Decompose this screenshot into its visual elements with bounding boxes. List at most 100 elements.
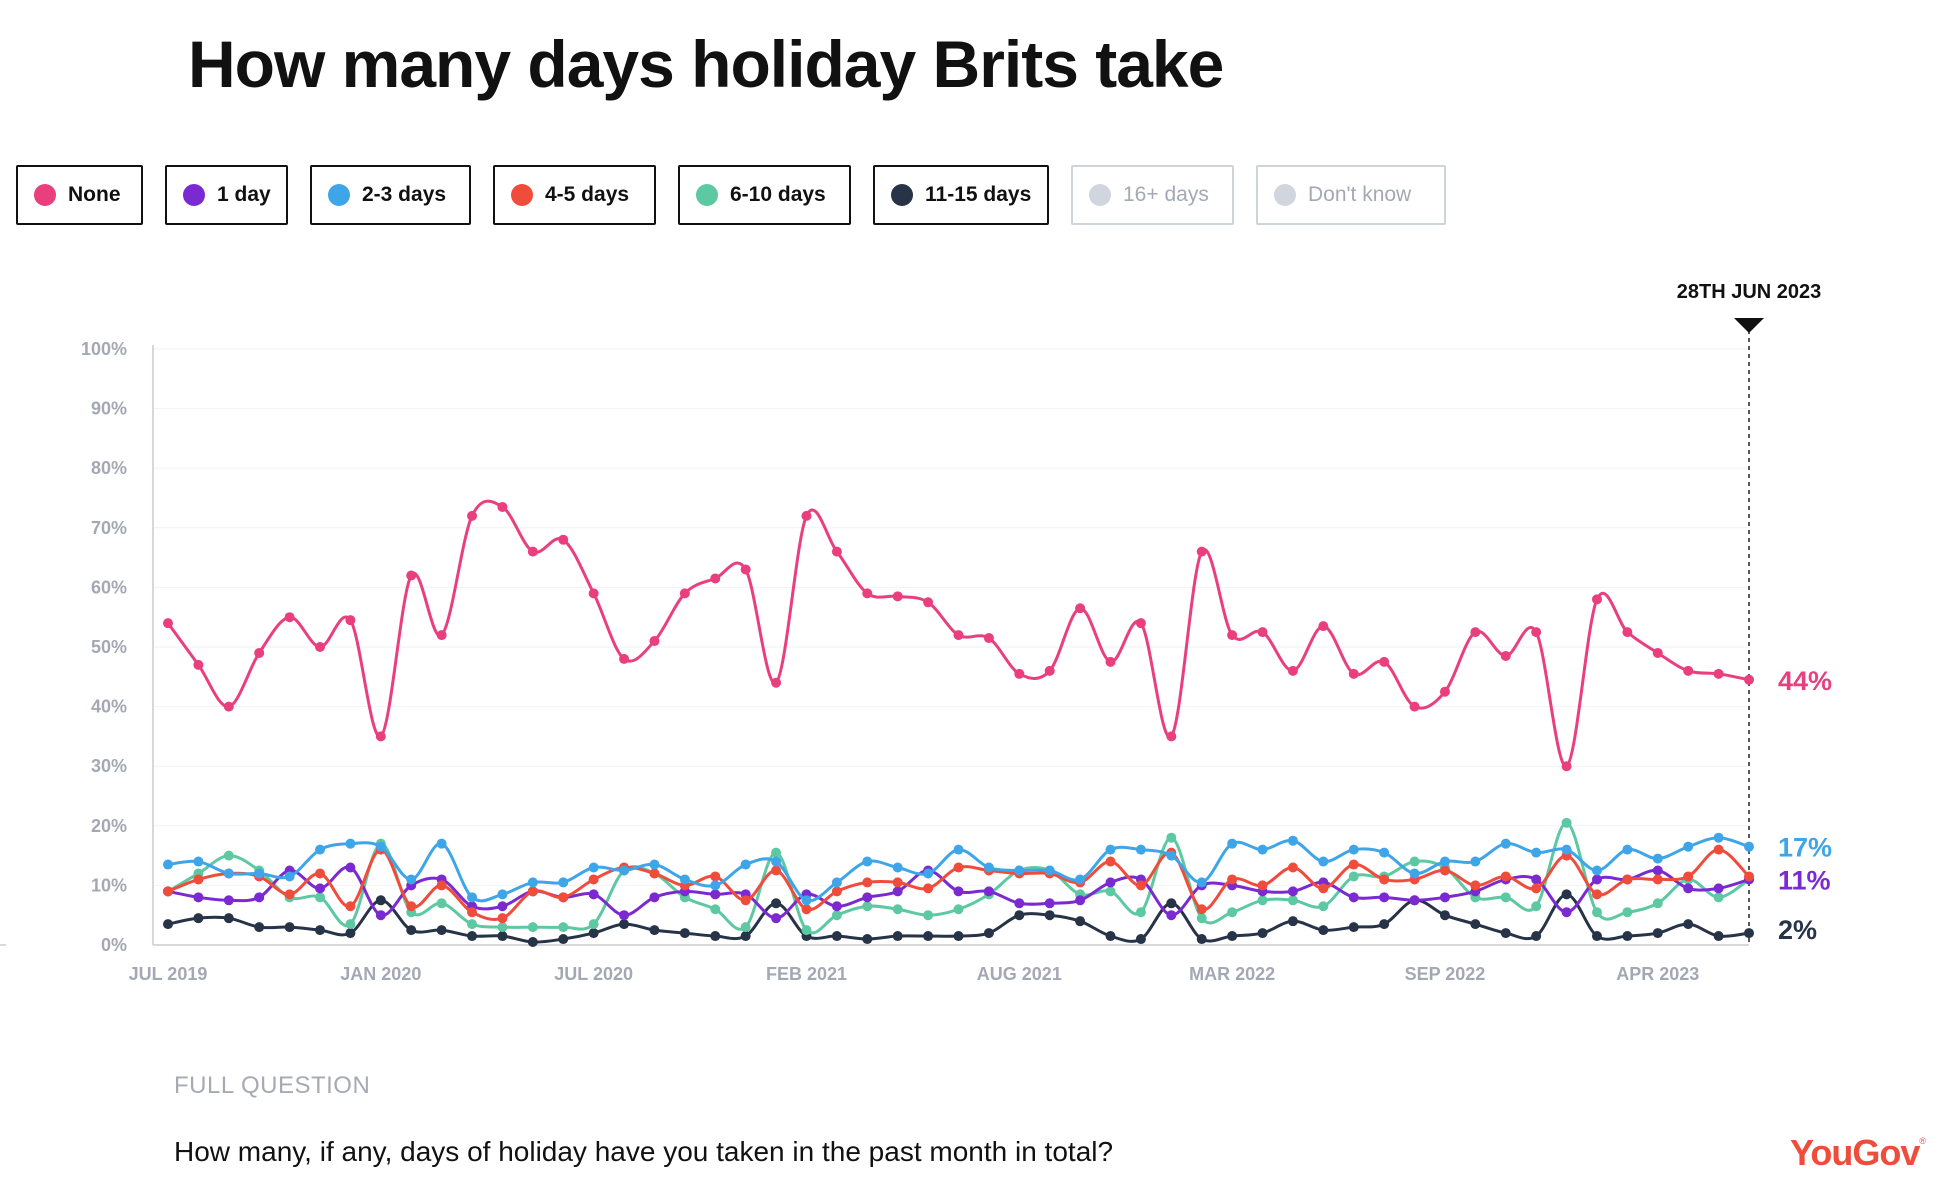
data-point-1-day xyxy=(588,889,599,900)
data-point-2-3-days xyxy=(1591,865,1602,876)
y-tick-label: 80% xyxy=(91,458,127,478)
data-point-2-3-days xyxy=(193,856,204,867)
data-point-none xyxy=(1713,668,1724,679)
data-point-4-5-days xyxy=(406,901,417,912)
data-point-1-day xyxy=(375,910,386,921)
data-point-2-3-days xyxy=(1561,844,1572,855)
data-point-1-day xyxy=(1591,874,1602,885)
data-point-2-3-days xyxy=(679,874,690,885)
data-point-2-3-days xyxy=(1470,856,1481,867)
data-point-1-day xyxy=(892,886,903,897)
data-point-1-day xyxy=(497,901,508,912)
data-point-4-5-days xyxy=(1713,844,1724,855)
legend-item-6-10-days[interactable]: 6-10 days xyxy=(678,165,851,225)
data-point-none xyxy=(1166,731,1177,742)
y-tick-label: 60% xyxy=(91,577,127,597)
data-point-2-3-days xyxy=(1409,868,1420,879)
legend-dot-icon xyxy=(183,184,205,206)
y-tick-label: 30% xyxy=(91,756,127,776)
legend-dot-icon xyxy=(1089,184,1111,206)
data-point-6-10-days xyxy=(1135,907,1146,918)
data-point-4-5-days xyxy=(649,868,660,879)
legend-label: 6-10 days xyxy=(730,183,826,206)
data-point-none xyxy=(771,677,782,688)
data-point-1-day xyxy=(193,892,204,903)
data-point-11-15-days xyxy=(1227,931,1238,942)
data-point-2-3-days xyxy=(1135,844,1146,855)
data-point-2-3-days xyxy=(1196,877,1207,888)
data-point-4-5-days xyxy=(588,874,599,885)
data-point-6-10-days xyxy=(436,898,447,909)
data-point-11-15-days xyxy=(1500,928,1511,939)
data-point-2-3-days xyxy=(619,865,630,876)
data-point-none xyxy=(710,573,721,584)
data-point-11-15-days xyxy=(1196,934,1207,945)
data-point-11-15-days xyxy=(983,928,994,939)
data-point-2-3-days xyxy=(1105,844,1116,855)
data-point-2-3-days xyxy=(1531,847,1542,858)
data-point-none xyxy=(953,630,964,641)
data-point-none xyxy=(193,659,204,670)
legend-item-1-day[interactable]: 1 day xyxy=(165,165,288,225)
data-point-1-day xyxy=(1531,874,1542,885)
data-point-1-day xyxy=(710,889,721,900)
data-point-4-5-days xyxy=(1287,862,1298,873)
data-point-2-3-days xyxy=(1044,865,1055,876)
data-point-none xyxy=(254,647,265,658)
data-point-1-day xyxy=(1652,865,1663,876)
data-point-11-15-days xyxy=(1470,919,1481,930)
data-point-4-5-days xyxy=(710,871,721,882)
legend-item-16-plus-days[interactable]: 16+ days xyxy=(1071,165,1234,225)
data-point-4-5-days xyxy=(1531,883,1542,894)
data-point-11-15-days xyxy=(923,931,934,942)
date-marker-label: 28TH JUN 2023 xyxy=(1677,281,1822,303)
data-point-4-5-days xyxy=(1683,871,1694,882)
data-point-11-15-days xyxy=(771,898,782,909)
y-tick-label: 10% xyxy=(91,875,127,895)
data-point-none xyxy=(1531,627,1542,638)
data-point-none xyxy=(223,701,234,712)
x-tick-label: AUG 2021 xyxy=(977,964,1062,984)
chart-title: How many days holiday Brits take xyxy=(188,27,1224,101)
data-point-11-15-days xyxy=(1044,910,1055,921)
data-point-6-10-days xyxy=(831,910,842,921)
legend-label: None xyxy=(68,183,121,206)
data-point-6-10-days xyxy=(1196,913,1207,924)
data-point-1-day xyxy=(1409,895,1420,906)
data-point-1-day xyxy=(771,913,782,924)
data-point-1-day xyxy=(1713,883,1724,894)
data-point-11-15-days xyxy=(710,931,721,942)
data-point-none xyxy=(801,510,812,521)
y-tick-label: 50% xyxy=(91,637,127,657)
data-point-none xyxy=(1652,647,1663,658)
data-point-4-5-days xyxy=(1591,889,1602,900)
data-point-2-3-days xyxy=(771,856,782,867)
legend-item-4-5-days[interactable]: 4-5 days xyxy=(493,165,656,225)
data-point-none xyxy=(1683,665,1694,676)
legend-item-none[interactable]: None xyxy=(16,165,143,225)
data-point-4-5-days xyxy=(923,883,934,894)
data-point-6-10-days xyxy=(315,892,326,903)
legend-item-11-15-days[interactable]: 11-15 days xyxy=(873,165,1049,225)
data-point-11-15-days xyxy=(1257,928,1268,939)
data-point-6-10-days xyxy=(801,925,812,936)
data-point-6-10-days xyxy=(1257,895,1268,906)
data-point-1-day xyxy=(1287,886,1298,897)
data-point-none xyxy=(1014,668,1025,679)
legend-item-2-3-days[interactable]: 2-3 days xyxy=(310,165,471,225)
legend-item-dont-know[interactable]: Don't know xyxy=(1256,165,1446,225)
data-point-2-3-days xyxy=(1379,847,1390,858)
data-point-11-15-days xyxy=(163,919,173,930)
data-point-2-3-days xyxy=(1075,874,1086,885)
legend-label: Don't know xyxy=(1308,183,1412,206)
data-point-1-day xyxy=(1044,898,1055,909)
x-tick-label: MAR 2022 xyxy=(1189,964,1275,984)
data-point-4-5-days xyxy=(831,886,842,897)
data-point-1-day xyxy=(1439,892,1450,903)
data-point-11-15-days xyxy=(558,934,569,945)
brand-name: YouGov xyxy=(1790,1132,1920,1173)
data-point-2-3-days xyxy=(831,877,842,888)
data-point-none xyxy=(1744,674,1754,685)
data-point-6-10-days xyxy=(1105,886,1116,897)
data-point-1-day xyxy=(1348,892,1359,903)
